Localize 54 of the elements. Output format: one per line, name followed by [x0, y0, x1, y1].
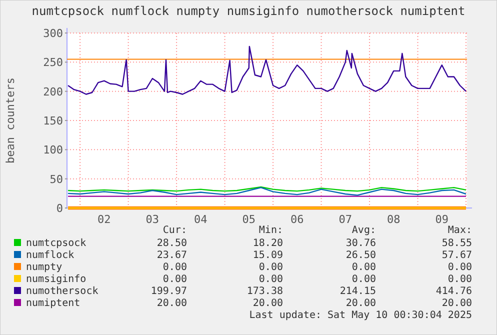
text: 20.00	[346, 298, 376, 309]
text: Last update: Sat May 10 00:30:04 2025	[249, 310, 472, 321]
text: 0.00	[258, 262, 283, 273]
text: 26.50	[346, 250, 376, 261]
y-axis-title: bean counters	[4, 77, 17, 164]
x-tick-label: 09	[435, 213, 448, 226]
text: Cur:	[162, 225, 187, 236]
y-tick-label: 300	[43, 27, 63, 40]
legend-label: numiptent	[26, 298, 80, 309]
text: 57.67	[442, 250, 472, 261]
text: 58.55	[442, 238, 472, 249]
text: 15.09	[252, 250, 283, 261]
text: 0.00	[258, 274, 283, 285]
legend-label: numtcpsock	[26, 238, 86, 249]
x-tick-label: 06	[290, 213, 304, 226]
text: 30.76	[346, 238, 376, 249]
line-series	[67, 46, 467, 95]
legend-label: numpty	[26, 262, 62, 273]
legend-label: numflock	[26, 250, 74, 261]
text: 214.15	[340, 286, 376, 297]
text: 0.00	[448, 262, 472, 273]
text: 23.67	[156, 250, 187, 261]
text: Min:	[258, 225, 283, 236]
text: 0.00	[162, 274, 187, 285]
text: 173.38	[246, 286, 283, 297]
chart-title: numtcpsock numflock numpty numsiginfo numothersock numiptent	[32, 4, 466, 18]
x-tick-label: 04	[194, 213, 208, 226]
text: 20.00	[442, 298, 472, 309]
text: Avg:	[352, 225, 376, 236]
text: 414.76	[436, 286, 472, 297]
x-tick-label: 03	[146, 213, 160, 226]
text: 20.00	[156, 298, 187, 309]
y-tick-label: 150	[43, 114, 63, 128]
text: 199.97	[150, 286, 187, 297]
line-series	[67, 186, 467, 196]
text: 0.00	[162, 262, 187, 273]
y-tick-label: 50	[50, 172, 63, 186]
legend-label: numsiginfo	[26, 274, 86, 285]
text: 0.00	[352, 274, 376, 285]
text: 0.00	[448, 274, 472, 285]
x-tick-label: 08	[387, 213, 400, 226]
text: Max:	[448, 225, 472, 236]
y-tick-label: 200	[43, 85, 63, 98]
x-tick-label: 05	[242, 213, 256, 226]
y-tick-label: 100	[43, 144, 63, 157]
y-tick-label: 250	[43, 56, 63, 70]
y-tick-label: 0	[56, 202, 63, 215]
text: 20.00	[252, 298, 283, 309]
x-tick-label: 02	[98, 213, 111, 226]
text: 18.20	[252, 238, 283, 249]
x-tick-label: 07	[338, 213, 352, 226]
text: 0.00	[352, 262, 376, 273]
legend-label: numothersock	[26, 286, 98, 297]
text: 28.50	[156, 238, 187, 249]
